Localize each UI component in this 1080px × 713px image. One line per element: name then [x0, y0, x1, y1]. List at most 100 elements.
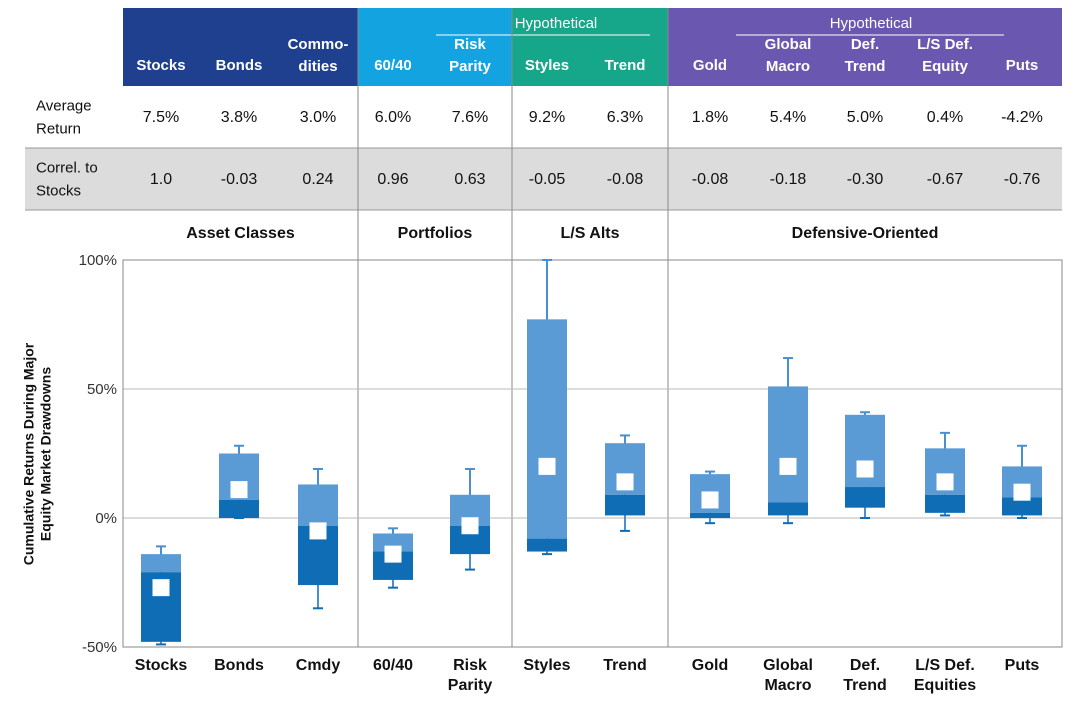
section-title: Asset Classes: [186, 225, 295, 242]
box-upper: [527, 319, 567, 539]
mean-marker: [461, 517, 479, 535]
table-cell: -0.05: [529, 171, 566, 188]
column-header: Stocks: [136, 57, 185, 74]
box-lower: [605, 494, 645, 516]
box-8: [768, 357, 808, 525]
table-cell: 1.8%: [692, 109, 728, 126]
box-9: [845, 411, 885, 519]
column-header: Def. Trend: [845, 36, 886, 75]
x-tick-label: Global Macro: [763, 657, 813, 694]
mean-marker: [936, 473, 954, 491]
box-upper: [373, 533, 413, 552]
section-title: Defensive-Oriented: [792, 225, 939, 242]
header-cell: [512, 8, 591, 86]
header-cell: [280, 8, 358, 86]
table-cell: 0.96: [377, 171, 408, 188]
mean-marker: [152, 579, 170, 597]
row-label: Correl. to Stocks: [36, 160, 98, 200]
x-tick-label: Styles: [523, 657, 570, 674]
section-title: L/S Alts: [561, 225, 620, 242]
mean-marker: [1013, 483, 1031, 501]
column-header: Commo-dities: [288, 36, 349, 75]
x-tick-label: Gold: [692, 657, 728, 674]
x-tick-label: L/S Def. Equities: [914, 657, 976, 694]
header-cell: [591, 8, 668, 86]
column-header: Global Macro: [765, 36, 812, 75]
header-cell: [748, 8, 828, 86]
y-tick-label: 50%: [87, 381, 117, 398]
table-cell: 7.5%: [143, 109, 179, 126]
table-cell: 5.0%: [847, 109, 883, 126]
x-tick-label: Cmdy: [296, 657, 341, 674]
y-tick-label: 100%: [79, 252, 117, 269]
table-cell: 6.0%: [375, 109, 411, 126]
row-label: Average Return: [36, 98, 92, 138]
header-cell: [432, 8, 512, 86]
column-header: Risk Parity: [449, 36, 491, 75]
table-cell: 9.2%: [529, 109, 565, 126]
mean-marker: [309, 522, 327, 540]
box-lower: [845, 487, 885, 508]
table-cell: 6.3%: [607, 109, 643, 126]
header-cell: [202, 8, 280, 86]
table-cell: -4.2%: [1001, 109, 1043, 126]
table-cell: 0.63: [454, 171, 485, 188]
table-cell: -0.03: [221, 171, 258, 188]
plot-frame: [122, 259, 1063, 648]
table-cell: 3.0%: [300, 109, 336, 126]
group-header-label: Hypothetical: [830, 15, 913, 32]
box-1: [219, 444, 259, 519]
mean-marker: [856, 460, 874, 478]
box-6: [605, 434, 645, 532]
column-header: Bonds: [216, 57, 263, 74]
box-lower: [1002, 497, 1042, 516]
x-tick-label: Def. Trend: [843, 657, 887, 694]
column-header: Gold: [693, 57, 727, 74]
box-lower: [925, 494, 965, 513]
box-upper: [141, 554, 181, 573]
x-tick-label: 60/40: [373, 657, 413, 674]
table-cell: 5.4%: [770, 109, 806, 126]
group-header-label: Hypothetical: [515, 15, 598, 32]
column-header: Trend: [605, 57, 646, 74]
table-cell: -0.08: [692, 171, 729, 188]
box-upper: [768, 386, 808, 503]
box-5: [527, 259, 567, 556]
table-cell: 1.0: [150, 171, 172, 188]
box-upper: [298, 484, 338, 526]
row-shade: [25, 148, 1062, 210]
header-cell: [123, 8, 202, 86]
mean-marker: [701, 491, 719, 509]
table-cell: -0.18: [770, 171, 807, 188]
x-tick-label: Puts: [1005, 657, 1040, 674]
box-lower: [768, 502, 808, 516]
y-axis-label: Cumulative Returns During MajorEquity Ma…: [21, 342, 54, 565]
box-11: [1002, 444, 1042, 519]
box-0: [141, 545, 181, 646]
box-4: [450, 467, 490, 571]
box-3: [373, 527, 413, 589]
x-tick-label: Trend: [603, 657, 647, 674]
box-lower: [690, 512, 730, 518]
box-lower: [527, 538, 567, 552]
table-cell: 0.24: [302, 171, 333, 188]
table-cell: -0.76: [1004, 171, 1041, 188]
box-2: [298, 467, 338, 610]
table-cell: -0.67: [927, 171, 964, 188]
table-cell: -0.08: [607, 171, 644, 188]
header-cell: [983, 8, 1062, 86]
y-tick-label: 0%: [95, 510, 117, 527]
mean-marker: [384, 545, 402, 563]
header-cell: [358, 8, 432, 86]
x-tick-label: Bonds: [214, 657, 264, 674]
mean-marker: [230, 481, 248, 499]
column-header: Styles: [525, 57, 569, 74]
table-cell: 0.4%: [927, 109, 963, 126]
mean-marker: [538, 457, 556, 475]
column-header: 60/40: [374, 57, 412, 74]
table-cell: -0.30: [847, 171, 884, 188]
mean-marker: [779, 457, 797, 475]
y-tick-label: -50%: [82, 639, 117, 656]
table-cell: 7.6%: [452, 109, 488, 126]
